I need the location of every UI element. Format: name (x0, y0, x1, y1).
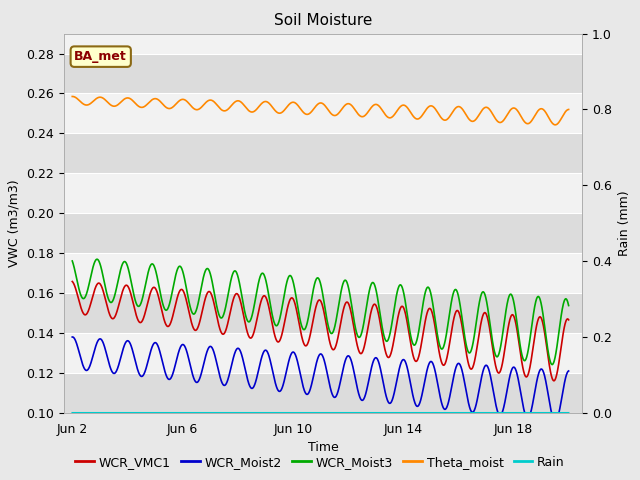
Bar (64, 173, 582, 213)
Y-axis label: VWC (m3/m3): VWC (m3/m3) (8, 180, 21, 267)
Legend: WCR_VMC1, WCR_Moist2, WCR_Moist3, Theta_moist, Rain: WCR_VMC1, WCR_Moist2, WCR_Moist3, Theta_… (70, 451, 570, 474)
Bar (64, 253, 582, 293)
Text: BA_met: BA_met (74, 50, 127, 63)
Title: Soil Moisture: Soil Moisture (274, 13, 372, 28)
Bar (64, 373, 582, 413)
Bar (64, 333, 582, 373)
X-axis label: Time: Time (308, 441, 339, 454)
Bar (64, 54, 582, 94)
Y-axis label: Rain (mm): Rain (mm) (618, 191, 630, 256)
Bar (64, 213, 582, 253)
Bar (64, 94, 582, 133)
Bar (64, 133, 582, 173)
Bar (64, 293, 582, 333)
